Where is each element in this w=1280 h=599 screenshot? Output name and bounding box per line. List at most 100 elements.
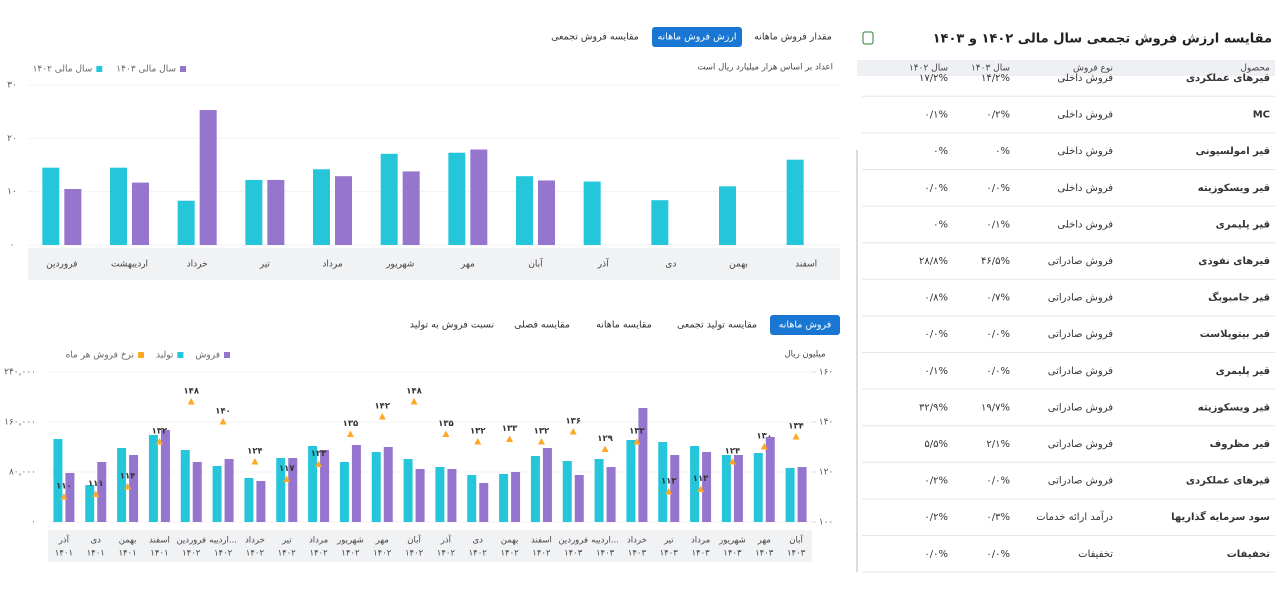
data-label: ۱۳۰ [756,432,772,442]
rate-marker [442,430,450,437]
table-cell: ۳۲/۹% [919,402,948,413]
tab-active-bg[interactable] [652,27,742,47]
bar [658,442,668,522]
bar [335,176,352,245]
data-label: ۱۲۴ [725,447,741,457]
tab[interactable]: نسبت فروش به تولید [410,320,494,331]
rate-marker [506,435,514,442]
data-label: ۱۱۲ [661,477,677,487]
table-cell: ۰/۰% [986,366,1010,377]
x-tick-label: آبان [407,534,421,546]
x-tick-label: ۱۴۰۲ [405,549,424,559]
data-label: ۱۴۸ [406,387,422,397]
legend-label: فروش [195,351,220,361]
table-cell: ۱۹/۷% [981,402,1010,413]
tab[interactable]: مقایسه فصلی [514,320,570,331]
bar [65,473,75,522]
rate-marker [633,438,641,445]
x-tick-label: دی [91,536,102,546]
table-cell: ۵/۵% [924,439,948,450]
bar [244,478,254,522]
x-tick-label: شهریور [718,536,746,546]
tab[interactable]: فروش ماهانه [779,320,832,331]
bar [467,475,477,522]
table-cell: MC [1253,110,1270,121]
bar [267,179,285,245]
x-tick-label: آذر [58,534,70,546]
x-tick-label: مهر [375,536,389,546]
tab[interactable]: مقایسه تولید تجمعی [677,320,757,331]
bar [538,180,555,245]
tab[interactable]: مقایسه فروش تجمعی [551,32,639,43]
bar [470,149,488,245]
table-cell: فروش داخلی [1057,110,1113,121]
bar [670,455,680,522]
table-cell: فروش صادراتی [1048,402,1113,413]
x-tick-label: آذر [440,534,452,546]
data-label: ۱۲۹ [597,434,613,444]
legend-label: تولید [156,351,174,361]
bar [97,462,107,522]
table-cell: قیر بیتوپلاست [1200,329,1270,340]
x-tick-label: فروردین [558,536,588,546]
x-tick-label: خرداد [627,536,647,546]
rate-marker [474,438,482,445]
table-cell: ۲۸/۸% [919,256,948,267]
rate-marker [378,413,386,420]
x-tick-label: ۱۴۰۱ [118,549,136,559]
table-cell: فروش صادراتی [1048,329,1113,340]
data-label: ۱۴۲ [374,402,390,412]
table-cell: ۰/۷% [986,293,1010,304]
y2-tick-label: ۱۲۰ [819,468,834,478]
tab[interactable]: ارزش فروش ماهانه [657,32,736,43]
rate-marker [187,398,195,405]
tab[interactable]: مقدار فروش ماهانه [754,32,832,43]
x-tick-label: فروردین [176,536,206,546]
data-label: ۱۳۲ [152,427,168,437]
tab[interactable]: مقایسه ماهانه [596,320,652,331]
x-tick-label: بهمن [119,536,137,546]
bar [765,437,775,522]
table-cell: ۰/۰% [986,549,1010,560]
x-tick-label: ۱۴۰۳ [691,549,710,559]
y2-tick-label: ۱۴۰ [819,418,834,428]
table-cell: ۰/۱% [924,366,948,377]
bar [403,459,413,522]
x-tick-label: تیر [259,260,271,270]
bar [351,445,361,522]
rate-marker [601,445,609,452]
table-cell: فروش صادراتی [1048,293,1113,304]
x-tick-label: اردیبهشت [111,260,148,270]
rate-marker [665,488,673,495]
bar [129,455,139,522]
table-cell: ۰/۲% [924,512,948,523]
bar [530,456,540,522]
data-label: ۱۲۳ [311,449,327,459]
bar [753,453,763,522]
bar [542,448,552,522]
x-tick-label: اردیبه... [591,536,619,546]
bar [383,447,393,522]
legend-label: نرخ فروش هر ماه [66,351,134,361]
bar [785,468,795,522]
y-tick-label: ۳۰ [7,81,17,91]
table-header-band [857,60,1275,76]
x-tick-label: خرداد [187,260,208,270]
bar [371,452,381,522]
table-cell: قیرهای عملکردی [1186,73,1270,84]
excel-icon[interactable] [862,31,874,45]
tab-active-bg[interactable] [770,315,840,335]
bar [85,485,95,522]
bar [415,469,425,522]
data-label: ۱۴۰ [215,407,231,417]
x-tick-label: ۱۴۰۱ [55,549,73,559]
note: اعداد بر اساس هزار میلیارد ریال است [698,63,833,73]
bar [224,459,234,522]
bar [53,439,63,522]
x-tick-label: مرداد [691,536,710,546]
table-cell: فروش صادراتی [1048,366,1113,377]
bar [402,171,420,245]
x-tick-label: دی [665,260,676,270]
